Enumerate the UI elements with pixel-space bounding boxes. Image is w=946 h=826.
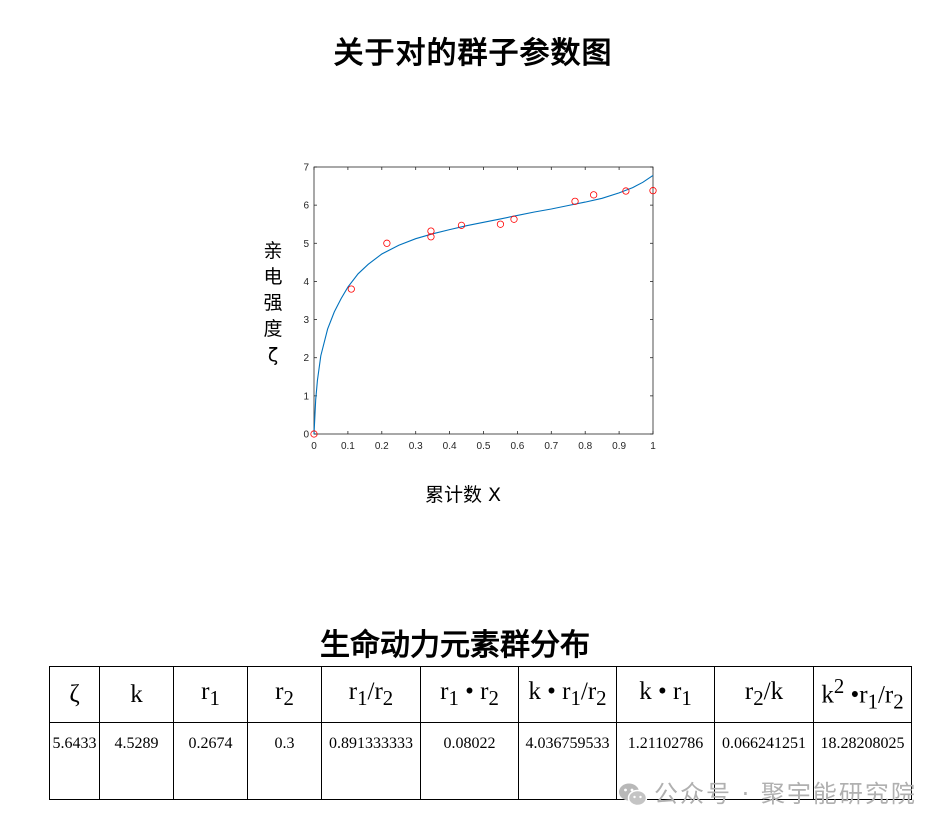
- fitted-curve: [313, 174, 654, 435]
- table-cell: 5.6433: [49, 722, 100, 800]
- y-axis-label-char: 度: [263, 318, 283, 340]
- table-cell: 0.08022: [420, 722, 519, 800]
- table-cell: 0.3: [247, 722, 322, 800]
- table-header-cell: k2 •r1/r2: [813, 666, 912, 723]
- watermark: 公众号 · 聚宇能研究院: [618, 774, 917, 809]
- table-cell: 18.28208025: [813, 722, 912, 800]
- x-tick-label: 0.3: [409, 441, 423, 452]
- data-point: [427, 233, 435, 241]
- table-cell: 4.036759533: [518, 722, 617, 800]
- y-tick-label: 6: [303, 201, 309, 212]
- table-row: 5.6433 4.5289 0.2674 0.3 0.891333333 0.08022 4…: [49, 722, 912, 800]
- data-point: [427, 227, 435, 235]
- y-tick-label: 7: [303, 163, 309, 174]
- x-axis-label: 累计数 X: [424, 484, 502, 506]
- plot-axes: 0 0.1 0.2 0.3 0.4 0.5 0.6 0.7 0.8 0.9 1 0 1 2 3 4 5 6 7: [303, 163, 656, 453]
- table-header-cell: r1/r2: [321, 666, 421, 723]
- parameter-table: ζ k r1 r2 r1/r2 r1 • r2 k • r1/r2 k • r1 r2/k k2 …: [49, 666, 912, 800]
- y-axis-label-char: 亲: [263, 240, 283, 262]
- table-header-cell: r1: [173, 666, 248, 723]
- table-header-cell: r1 • r2: [420, 666, 519, 723]
- x-tick-label: 0.5: [477, 441, 491, 452]
- table-header-cell: ζ: [49, 666, 100, 723]
- wechat-icon: [619, 783, 648, 807]
- table-cell: 0.891333333: [321, 722, 421, 800]
- x-tick-label: 1: [650, 441, 656, 452]
- y-axis-label-char: 电: [263, 266, 283, 288]
- x-tick-label: 0.4: [443, 441, 457, 452]
- data-point: [347, 285, 355, 293]
- data-point: [457, 221, 466, 229]
- data-points: [310, 187, 657, 438]
- data-point: [383, 239, 391, 247]
- y-tick-label: 5: [303, 239, 309, 250]
- data-point: [649, 187, 657, 195]
- x-tick-label: 0.1: [341, 441, 355, 452]
- x-tick-label: 0: [311, 441, 317, 452]
- data-point: [310, 430, 318, 438]
- table-cell: 0.2674: [173, 722, 248, 800]
- table-header-cell: k: [99, 666, 174, 723]
- table-header-cell: k • r1: [616, 666, 715, 723]
- y-tick-label: 4: [303, 277, 309, 288]
- table-header-cell: k • r1/r2: [518, 666, 617, 723]
- y-tick-label: 1: [303, 391, 309, 402]
- table-header-row: ζ k r1 r2 r1/r2 r1 • r2 k • r1/r2 k • r1 r2/k k2 …: [49, 666, 912, 723]
- y-tick-label: 3: [303, 315, 309, 326]
- table-header-cell: r2: [247, 666, 322, 723]
- data-point: [622, 187, 630, 195]
- data-point: [496, 220, 505, 228]
- data-point: [571, 197, 579, 205]
- x-tick-label: 0.8: [578, 441, 592, 452]
- x-tick-label: 0.9: [612, 441, 626, 452]
- data-point: [590, 191, 598, 199]
- table-cell: 4.5289: [99, 722, 174, 800]
- y-axis-label-char: 强: [263, 292, 283, 314]
- table-title: 生命动力元素群分布: [320, 628, 590, 663]
- y-axis-label-char: ζ: [267, 344, 279, 366]
- y-tick-label: 0: [303, 430, 309, 441]
- x-tick-label: 0.7: [544, 441, 558, 452]
- x-tick-label: 0.6: [510, 441, 524, 452]
- table-header-cell: r2/k: [714, 666, 814, 723]
- scatter-chart: 0 0.1 0.2 0.3 0.4 0.5 0.6 0.7 0.8 0.9 1 0 1 2 3 4 5 6 7: [303, 163, 657, 453]
- figure-title: 关于对的群子参数图: [333, 36, 613, 71]
- x-tick-label: 0.2: [375, 441, 389, 452]
- data-point: [510, 215, 518, 223]
- y-tick-label: 2: [303, 353, 309, 364]
